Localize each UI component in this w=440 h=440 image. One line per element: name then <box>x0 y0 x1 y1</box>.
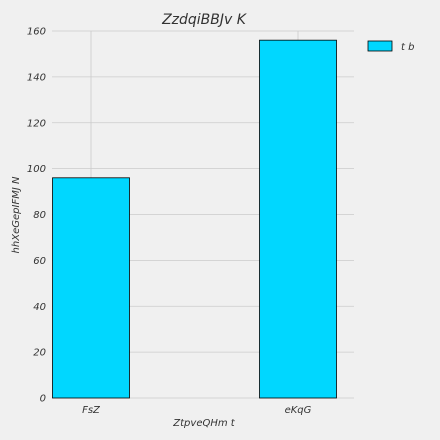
legend: t b <box>367 40 414 53</box>
x-tick-label: eKqG <box>285 405 312 416</box>
y-tick-label: 80 <box>33 210 46 221</box>
x-tick-label: FsZ <box>82 405 101 416</box>
y-tick-label: 100 <box>27 164 46 175</box>
bars <box>52 39 337 399</box>
legend-label: t b <box>401 42 414 53</box>
legend-swatch <box>367 40 393 52</box>
x-axis-ticks: FsZ eKqG <box>82 405 312 416</box>
bar-FsZ <box>52 177 130 399</box>
x-axis-label: ZtpveQHm t <box>172 418 236 429</box>
y-tick-label: 60 <box>33 256 46 267</box>
y-axis-ticks: 0 20 40 60 80 100 120 140 160 <box>27 27 46 405</box>
bar-eKqG <box>259 39 337 399</box>
y-tick-label: 0 <box>40 394 46 405</box>
y-tick-label: 40 <box>33 302 46 313</box>
y-axis-label: hhXeGepIFMJ N <box>11 176 22 253</box>
y-tick-label: 120 <box>27 118 46 129</box>
y-tick-label: 160 <box>27 27 46 38</box>
chart-title: ZzdqiBBJv K <box>161 12 248 28</box>
y-tick-label: 140 <box>27 72 46 83</box>
y-tick-label: 20 <box>33 348 46 359</box>
